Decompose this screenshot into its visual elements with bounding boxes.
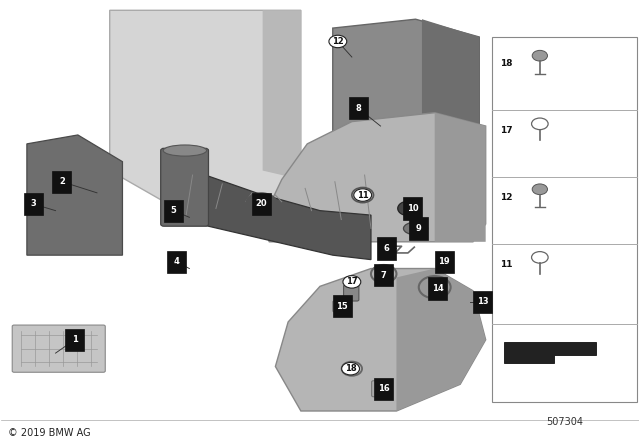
Text: 8: 8 (355, 104, 361, 113)
FancyBboxPatch shape (344, 285, 359, 301)
FancyBboxPatch shape (24, 193, 43, 215)
FancyBboxPatch shape (473, 291, 492, 313)
Circle shape (532, 184, 547, 194)
FancyBboxPatch shape (378, 237, 396, 260)
Ellipse shape (163, 145, 207, 156)
FancyBboxPatch shape (52, 171, 72, 193)
Polygon shape (262, 10, 301, 180)
Polygon shape (435, 113, 486, 242)
FancyBboxPatch shape (333, 301, 347, 312)
Text: 6: 6 (384, 244, 390, 253)
FancyBboxPatch shape (252, 193, 271, 215)
Circle shape (354, 189, 372, 201)
Text: 14: 14 (432, 284, 444, 293)
FancyBboxPatch shape (374, 378, 394, 400)
Text: 19: 19 (438, 257, 450, 267)
Text: 1: 1 (72, 335, 77, 344)
Text: 17: 17 (500, 126, 513, 135)
FancyBboxPatch shape (374, 264, 394, 286)
Polygon shape (422, 19, 479, 144)
Text: 11: 11 (357, 190, 369, 199)
Text: 5: 5 (170, 206, 177, 215)
FancyBboxPatch shape (409, 217, 428, 240)
Text: 11: 11 (500, 259, 512, 268)
Text: 17: 17 (346, 277, 358, 286)
Text: 507304: 507304 (546, 417, 583, 427)
FancyBboxPatch shape (372, 381, 387, 397)
Polygon shape (109, 10, 301, 211)
Circle shape (397, 201, 418, 215)
FancyBboxPatch shape (167, 251, 186, 273)
Text: 20: 20 (255, 199, 267, 208)
Text: 16: 16 (378, 384, 390, 393)
FancyBboxPatch shape (349, 97, 368, 119)
Text: 7: 7 (381, 271, 387, 280)
Circle shape (343, 276, 361, 288)
Text: 9: 9 (416, 224, 422, 233)
Polygon shape (180, 171, 371, 260)
Text: © 2019 BMW AG: © 2019 BMW AG (8, 428, 90, 438)
FancyBboxPatch shape (435, 251, 454, 273)
FancyBboxPatch shape (403, 197, 422, 220)
Text: 4: 4 (173, 257, 180, 267)
Text: 15: 15 (337, 302, 348, 311)
FancyBboxPatch shape (333, 295, 352, 318)
Polygon shape (504, 342, 596, 363)
Ellipse shape (403, 222, 428, 235)
FancyBboxPatch shape (164, 199, 183, 222)
Circle shape (342, 362, 360, 375)
Text: 12: 12 (500, 193, 512, 202)
FancyBboxPatch shape (65, 329, 84, 351)
FancyBboxPatch shape (428, 277, 447, 300)
Bar (492, 37, 637, 402)
Text: 18: 18 (345, 364, 356, 373)
FancyBboxPatch shape (12, 325, 105, 372)
Polygon shape (275, 268, 486, 411)
Polygon shape (511, 55, 632, 313)
Polygon shape (269, 113, 486, 242)
Text: 13: 13 (477, 297, 488, 306)
Text: 10: 10 (406, 204, 418, 213)
Text: 12: 12 (332, 37, 344, 46)
Polygon shape (333, 19, 479, 144)
Polygon shape (27, 135, 122, 255)
Circle shape (329, 35, 347, 47)
Text: 18: 18 (500, 59, 512, 68)
Circle shape (532, 50, 547, 61)
Text: 3: 3 (30, 199, 36, 208)
Text: 2: 2 (59, 177, 65, 186)
Polygon shape (396, 268, 486, 411)
FancyBboxPatch shape (161, 148, 209, 226)
